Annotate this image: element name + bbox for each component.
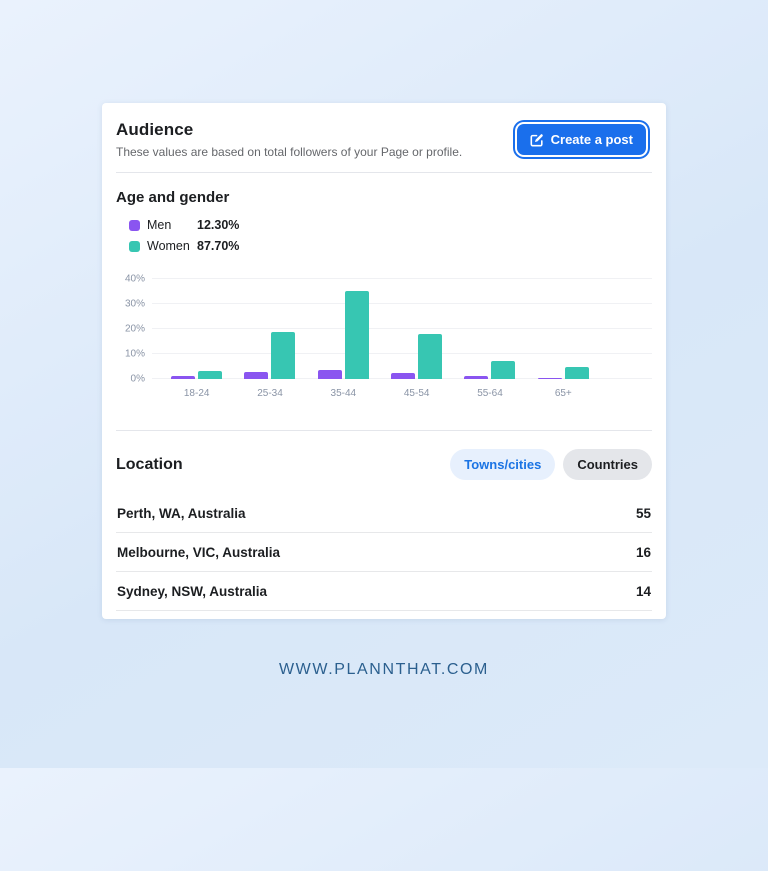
location-value: 14 bbox=[635, 584, 651, 599]
bar-women-35-44 bbox=[344, 290, 369, 379]
y-tick-label: 20% bbox=[124, 323, 145, 335]
create-post-label: Create a post bbox=[550, 132, 633, 147]
header-text-block: Audience These values are based on total… bbox=[116, 120, 462, 159]
create-post-button[interactable]: Create a post bbox=[516, 124, 646, 155]
chart-plot-area bbox=[152, 278, 652, 379]
bar-group-45-54 bbox=[380, 279, 453, 379]
location-name: Melbourne, VIC, Australia bbox=[117, 545, 281, 560]
bar-group-65+ bbox=[527, 279, 600, 379]
bar-women-65+ bbox=[564, 366, 589, 379]
location-tab-towns-cities[interactable]: Towns/cities bbox=[450, 449, 556, 480]
bar-women-18-24 bbox=[198, 370, 223, 379]
x-tick-label: 45-54 bbox=[403, 388, 430, 399]
location-name: Sydney, NSW, Australia bbox=[117, 584, 268, 599]
section-divider bbox=[116, 430, 652, 431]
location-value: 55 bbox=[635, 506, 651, 521]
bar-women-45-54 bbox=[418, 334, 443, 379]
bar-men-35-44 bbox=[317, 370, 342, 379]
location-row: Sydney, NSW, Australia 14 bbox=[116, 572, 652, 611]
bar-men-45-54 bbox=[391, 372, 416, 379]
page-title: Audience bbox=[116, 120, 194, 139]
location-tab-countries[interactable]: Countries bbox=[563, 449, 652, 480]
bar-group-35-44 bbox=[307, 279, 380, 379]
bar-group-18-24 bbox=[160, 279, 233, 379]
compose-icon bbox=[530, 133, 544, 147]
location-row: Melbourne, VIC, Australia 16 bbox=[116, 533, 652, 572]
location-name: Perth, WA, Australia bbox=[117, 506, 246, 521]
header-divider bbox=[116, 172, 652, 173]
legend-item-women: Women 87.70% bbox=[129, 239, 652, 253]
legend-label: Women bbox=[147, 239, 190, 253]
location-title: Location bbox=[116, 455, 183, 473]
chart-y-axis: 0% 10% 20% 30% 40% bbox=[116, 274, 152, 385]
chart-x-axis: 18-24 25-34 35-44 45-54 55-64 65+ bbox=[152, 388, 652, 399]
location-header: Location Towns/cities Countries bbox=[102, 431, 666, 494]
legend-value: 87.70% bbox=[197, 239, 240, 253]
location-value: 16 bbox=[635, 545, 651, 560]
bar-men-25-34 bbox=[244, 371, 269, 379]
location-row: Perth, WA, Australia 55 bbox=[116, 494, 652, 533]
y-tick-label: 10% bbox=[124, 348, 145, 360]
bar-women-25-34 bbox=[271, 331, 296, 379]
x-tick-label: 65+ bbox=[554, 388, 572, 399]
bar-men-65+ bbox=[537, 377, 562, 379]
x-tick-label: 25-34 bbox=[257, 388, 283, 399]
y-tick-label: 40% bbox=[124, 273, 145, 285]
gridline bbox=[152, 328, 652, 329]
location-toggle-group: Towns/cities Countries bbox=[450, 449, 652, 480]
legend-swatch-women bbox=[129, 240, 140, 252]
legend-item-men: Men 12.30% bbox=[129, 218, 652, 232]
x-tick-label: 35-44 bbox=[330, 388, 357, 399]
gridline bbox=[152, 278, 652, 279]
footer-website-text: WWW.PLANNTHAT.COM bbox=[278, 661, 489, 678]
audience-card: Audience These values are based on total… bbox=[102, 103, 666, 619]
chart-bottom-gap bbox=[116, 399, 652, 430]
location-list: Perth, WA, Australia 55 Melbourne, VIC, Au… bbox=[102, 494, 666, 619]
age-gender-title: Age and gender bbox=[116, 189, 230, 206]
bar-group-55-64 bbox=[453, 279, 526, 379]
y-tick-label: 30% bbox=[124, 298, 145, 310]
legend-swatch-men bbox=[129, 219, 140, 231]
x-tick-label: 18-24 bbox=[183, 388, 210, 399]
age-gender-section: Age and gender Men 12.30% Women 87.70% 0% 10… bbox=[102, 173, 666, 430]
y-tick-label: 0% bbox=[130, 373, 145, 385]
card-header: Audience These values are based on total… bbox=[102, 103, 666, 172]
age-gender-chart: 0% 10% 20% 30% 40% bbox=[116, 274, 652, 385]
page-subtitle: These values are based on total follower… bbox=[116, 145, 463, 159]
chart-legend: Men 12.30% Women 87.70% bbox=[129, 218, 652, 253]
chart-bars bbox=[160, 279, 600, 379]
legend-label: Men bbox=[147, 218, 172, 232]
bar-women-55-64 bbox=[491, 361, 516, 379]
legend-value: 12.30% bbox=[197, 218, 240, 232]
x-tick-label: 55-64 bbox=[477, 388, 503, 399]
bar-group-25-34 bbox=[233, 279, 306, 379]
bar-men-55-64 bbox=[464, 376, 489, 379]
gridline bbox=[152, 353, 652, 354]
gridline bbox=[152, 303, 652, 304]
bar-men-18-24 bbox=[171, 375, 196, 379]
